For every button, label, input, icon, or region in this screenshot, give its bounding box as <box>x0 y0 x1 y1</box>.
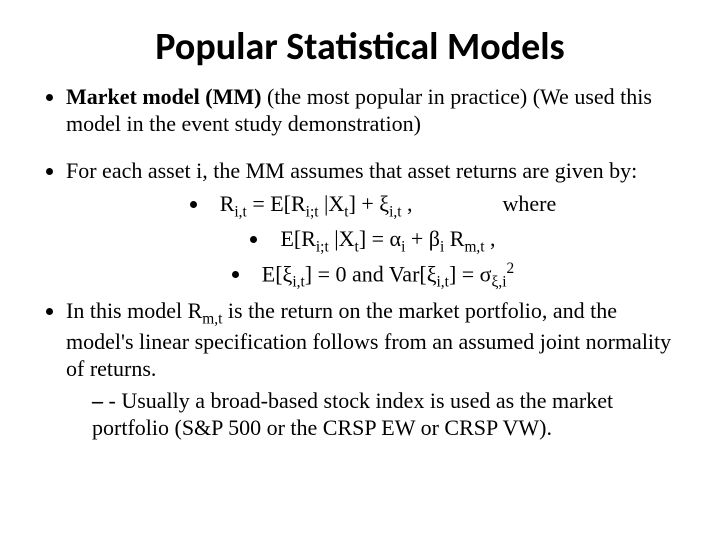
eq3-part: ] = σ <box>449 261 492 286</box>
eq3-part: E[ξ <box>262 261 293 286</box>
eq1-part: R <box>220 191 235 216</box>
eq3-sub: ξ,i <box>492 273 507 290</box>
eq3-part: ] = 0 and Var[ξ <box>305 261 437 286</box>
bullet-market-model-bold: Market model (MM) <box>66 84 261 109</box>
equation-1: Ri,t = E[Ri;t |Xt] + ξi,t ,where <box>66 190 680 222</box>
equation-list: Ri,t = E[Ri;t |Xt] + ξi,t ,where E[Ri;t … <box>66 190 680 292</box>
bullet-in-this-model: In this model Rm,t is the return on the … <box>66 298 680 442</box>
bullet3-sublist: - Usually a broad-based stock index is u… <box>66 387 680 442</box>
eq3-sub: i,t <box>437 273 449 290</box>
eq2-sub: m,t <box>464 238 484 255</box>
bullet-list: Market model (MM) (the most popular in p… <box>40 84 680 442</box>
eq2-sub: i;t <box>316 238 329 255</box>
equation-3: E[ξi,t] = 0 and Var[ξi,t] = σξ,i2 <box>66 259 680 292</box>
eq3-sub: i,t <box>292 273 304 290</box>
eq1-part: ] + ξ <box>349 191 390 216</box>
eq2-part: |X <box>329 226 355 251</box>
bullet-market-model: Market model (MM) (the most popular in p… <box>66 84 680 138</box>
bullet3-subitem: - Usually a broad-based stock index is u… <box>92 387 680 442</box>
slide-title: Popular Statistical Models <box>40 24 680 70</box>
eq2-part: R <box>444 226 464 251</box>
bullet3-part-a: In this model R <box>66 298 202 323</box>
eq3-sup: 2 <box>507 260 515 277</box>
eq2-part: , <box>485 226 496 251</box>
bullet-mm-assumes: For each asset i, the MM assumes that as… <box>66 158 680 292</box>
eq2-part: ] = α <box>359 226 401 251</box>
eq1-part: , <box>402 191 413 216</box>
eq1-sub: i,t <box>234 204 246 221</box>
equation-2: E[Ri;t |Xt] = αi + βi Rm,t , <box>66 225 680 257</box>
bullet3-sub: m,t <box>202 311 222 328</box>
eq1-part: = E[R <box>247 191 306 216</box>
bullet-mm-assumes-text: For each asset i, the MM assumes that as… <box>66 158 637 183</box>
eq2-part: + β <box>405 226 440 251</box>
eq1-sub: i,t <box>389 204 401 221</box>
eq2-part: E[R <box>280 226 315 251</box>
slide-container: Popular Statistical Models Market model … <box>0 0 720 540</box>
eq1-sub: i;t <box>306 204 319 221</box>
eq1-part: |X <box>319 191 345 216</box>
eq1-where: where <box>503 190 557 218</box>
